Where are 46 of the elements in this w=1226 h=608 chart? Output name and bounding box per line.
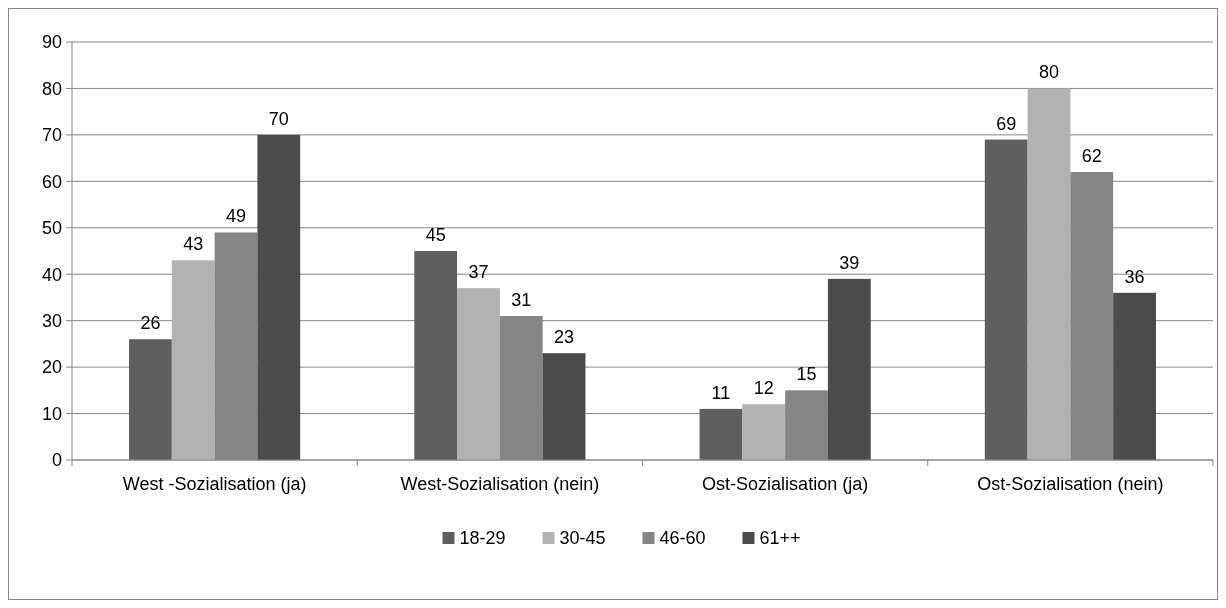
data-label: 26 [140, 313, 161, 334]
x-tick-label: West -Sozialisation (ja) [122, 474, 307, 494]
y-tick-label: 90 [41, 32, 62, 53]
bar [542, 353, 586, 460]
data-label: 23 [554, 327, 575, 348]
legend-label: 18-29 [459, 528, 506, 549]
data-label: 36 [1124, 266, 1145, 287]
data-label: 39 [839, 252, 860, 273]
bar [257, 134, 301, 460]
x-tick-label: Ost-Sozialisation (ja) [702, 474, 869, 494]
y-tick-label: 80 [41, 78, 62, 99]
data-label: 31 [511, 290, 532, 311]
bar [129, 339, 172, 460]
data-label: 37 [468, 262, 489, 283]
data-label: 11 [711, 382, 731, 403]
bar [742, 404, 786, 460]
y-tick-label: 50 [41, 218, 62, 239]
legend-label: 46-60 [659, 528, 706, 549]
data-label: 43 [183, 234, 204, 255]
y-tick-label: 20 [41, 357, 62, 378]
data-label: 70 [268, 108, 289, 129]
bar [1027, 88, 1071, 460]
y-tick-label: 30 [41, 310, 62, 331]
data-label: 80 [1038, 62, 1059, 83]
legend-label: 30-45 [559, 528, 606, 549]
y-tick-label: 0 [51, 450, 62, 471]
data-label: 45 [425, 225, 446, 245]
data-label: 69 [996, 113, 1017, 134]
x-tick-label: Ost-Sozialisation (nein) [977, 474, 1164, 494]
y-tick-label: 60 [41, 171, 62, 192]
data-label: 49 [226, 206, 247, 227]
bar [457, 288, 500, 460]
data-label: 15 [796, 364, 817, 385]
bar [171, 260, 215, 460]
data-label: 12 [753, 378, 774, 399]
y-tick-label: 40 [41, 264, 62, 285]
x-tick-label: West-Sozialisation (nein) [400, 474, 600, 494]
bar [827, 278, 871, 460]
legend-label: 61++ [759, 528, 801, 549]
bar [699, 408, 743, 460]
bar [984, 139, 1028, 460]
bar [1113, 292, 1156, 460]
y-tick-label: 70 [41, 125, 62, 146]
y-tick-label: 10 [41, 403, 62, 424]
bar [414, 251, 458, 460]
data-label: 62 [1081, 146, 1102, 167]
